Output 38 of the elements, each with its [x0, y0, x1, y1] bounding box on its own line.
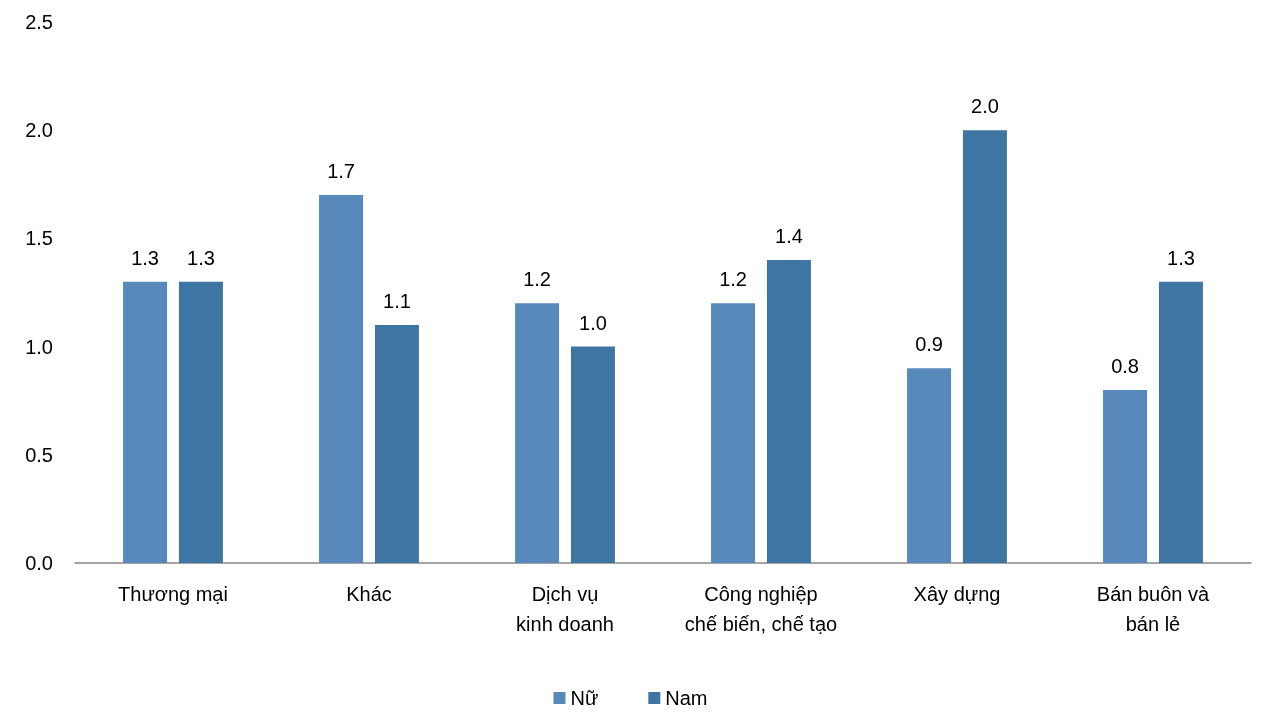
x-tick-label: Xây dựng — [913, 583, 1001, 605]
y-tick-label: 1.5 — [25, 227, 53, 250]
x-tick-label: Khác — [346, 583, 392, 605]
bar — [374, 324, 419, 563]
bar — [178, 281, 223, 563]
bar — [570, 346, 615, 563]
data-label: 0.9 — [915, 333, 943, 356]
x-tick-label: Công nghiệp chế biến, chế tạo — [684, 583, 838, 635]
bar — [319, 195, 364, 563]
data-label: 0.8 — [1111, 354, 1139, 377]
data-label: 1.7 — [327, 160, 355, 183]
y-tick-label: 2.5 — [25, 11, 53, 33]
x-tick-label: Dịch vụ kinh doanh — [516, 583, 614, 635]
bar — [907, 368, 952, 563]
bar — [766, 260, 811, 563]
y-tick-label: 1.0 — [25, 335, 53, 358]
legend-label: Nam — [665, 687, 708, 709]
data-label: 1.1 — [383, 289, 411, 312]
data-label: 1.3 — [131, 246, 159, 269]
data-label: 1.0 — [579, 311, 607, 334]
bar — [1158, 281, 1203, 563]
data-label: 2.0 — [971, 95, 999, 118]
data-label: 1.2 — [719, 268, 747, 291]
bar — [711, 303, 756, 563]
bar — [1103, 389, 1148, 563]
x-tick-label: Thương mại — [118, 583, 228, 605]
data-label: 1.3 — [1167, 246, 1195, 269]
x-tick-label: Bán buôn và bán lẻ — [1096, 583, 1211, 635]
data-label: 1.4 — [775, 225, 803, 248]
bar — [962, 130, 1007, 563]
data-label: 1.2 — [523, 268, 551, 291]
bar — [515, 303, 560, 563]
y-tick-label: 2.0 — [25, 119, 53, 142]
legend-label: Nữ — [570, 687, 599, 709]
y-tick-label: 0.5 — [25, 443, 53, 466]
y-tick-label: 0.0 — [25, 552, 53, 574]
bar — [123, 281, 168, 563]
data-label: 1.3 — [187, 246, 215, 269]
